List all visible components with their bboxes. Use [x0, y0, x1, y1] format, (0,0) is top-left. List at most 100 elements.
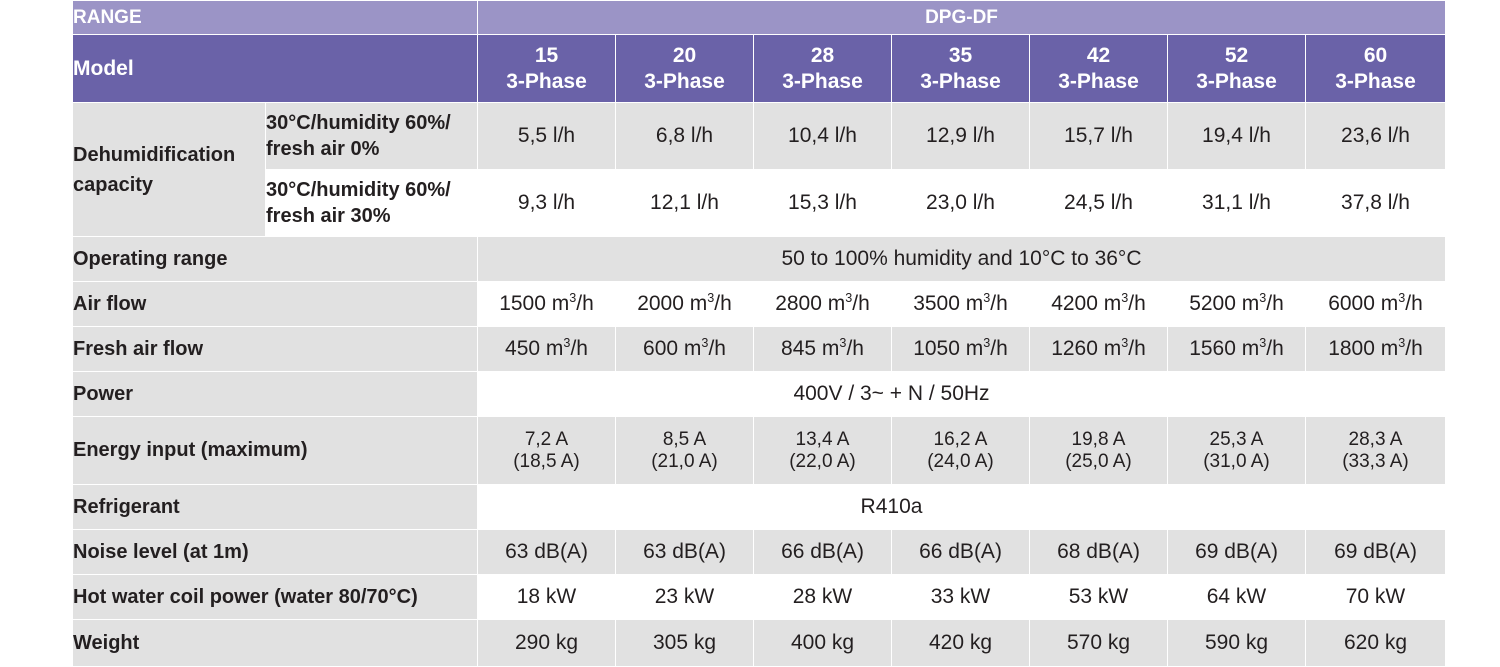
row-label: Fresh air flow: [72, 326, 478, 372]
model-col-header: 15 3-Phase: [477, 34, 616, 103]
table-cell: 450 m3/h: [477, 326, 616, 372]
model-size: 15: [534, 43, 559, 67]
table-cell: 69 dB(A): [1305, 529, 1446, 575]
condition-line-2: fresh air 30%: [266, 205, 391, 227]
table-cell: 5,5 l/h: [477, 102, 616, 170]
table-cell: 15,3 l/h: [753, 169, 892, 237]
condition-line-1: 30°C/humidity 60%/: [266, 112, 451, 134]
table-cell: 1260 m3/h: [1029, 326, 1168, 372]
table-cell: 400V / 3~ + N / 50Hz: [477, 371, 1306, 417]
energy-input-row: Energy input (maximum) 7,2 A (18,5 A) 8,5…: [72, 416, 1446, 485]
table-cell: 7,2 A (18,5 A): [477, 416, 616, 485]
row-label: Air flow: [72, 281, 478, 327]
refrigerant-row: Refrigerant R410a: [72, 484, 1446, 530]
table-cell: 845 m3/h: [753, 326, 892, 372]
table-cell: 10,4 l/h: [753, 102, 892, 170]
weight-row: Weight 290 kg 305 kg 400 kg 420 kg 570 k…: [72, 619, 1446, 667]
row-label: Operating range: [72, 236, 478, 282]
row-label: Energy input (maximum): [72, 416, 478, 485]
table-cell: 66 dB(A): [753, 529, 892, 575]
row-label: Noise level (at 1m): [72, 529, 478, 575]
condition-line-1: 30°C/humidity 60%/: [266, 179, 451, 201]
table-cell: 68 dB(A): [1029, 529, 1168, 575]
model-phase: 3-Phase: [1335, 69, 1416, 93]
table-cell: 2800 m3/h: [753, 281, 892, 327]
range-header-row: RANGE DPG-DF: [72, 0, 1446, 35]
table-cell-empty: [1305, 371, 1446, 417]
model-col-header: 28 3-Phase: [753, 34, 892, 103]
model-phase: 3-Phase: [506, 69, 587, 93]
table-cell: 33 kW: [891, 574, 1030, 620]
table-cell: 69 dB(A): [1167, 529, 1306, 575]
model-col-header: 52 3-Phase: [1167, 34, 1306, 103]
table-cell: 70 kW: [1305, 574, 1446, 620]
dehumidification-condition: 30°C/humidity 60%/ fresh air 30%: [265, 169, 478, 237]
model-phase: 3-Phase: [644, 69, 725, 93]
table-cell: R410a: [477, 484, 1306, 530]
table-cell: 31,1 l/h: [1167, 169, 1306, 237]
table-cell: 28,3 A (33,3 A): [1305, 416, 1446, 485]
table-cell: 6,8 l/h: [615, 102, 754, 170]
model-size: 35: [948, 43, 973, 67]
table-cell: 4200 m3/h: [1029, 281, 1168, 327]
model-size: 20: [672, 43, 697, 67]
model-header-row: Model 15 3-Phase 20 3-Phase 28 3-Phase 35 3-…: [72, 34, 1446, 103]
table-cell: 400 kg: [753, 619, 892, 667]
table-cell: 570 kg: [1029, 619, 1168, 667]
power-row: Power 400V / 3~ + N / 50Hz: [72, 371, 1446, 417]
range-value: DPG-DF: [477, 0, 1446, 35]
table-cell: 420 kg: [891, 619, 1030, 667]
table-cell: 23,0 l/h: [891, 169, 1030, 237]
model-size: 52: [1224, 43, 1249, 67]
model-size: 60: [1363, 43, 1388, 67]
row-label: Hot water coil power (water 80/70°C): [72, 574, 478, 620]
spec-table: RANGE DPG-DF Model 15 3-Phase 20 3-Phase 2…: [72, 0, 1446, 667]
table-cell: 1500 m3/h: [477, 281, 616, 327]
model-size: 42: [1086, 43, 1111, 67]
noise-level-row: Noise level (at 1m) 63 dB(A) 63 dB(A) 66…: [72, 529, 1446, 575]
table-cell: 13,4 A (22,0 A): [753, 416, 892, 485]
table-cell: 63 dB(A): [615, 529, 754, 575]
table-cell: 2000 m3/h: [615, 281, 754, 327]
table-cell: 5200 m3/h: [1167, 281, 1306, 327]
table-cell: 3500 m3/h: [891, 281, 1030, 327]
table-cell: 18 kW: [477, 574, 616, 620]
table-cell: 620 kg: [1305, 619, 1446, 667]
condition-line-2: fresh air 0%: [266, 138, 380, 160]
table-cell: 63 dB(A): [477, 529, 616, 575]
row-label: Refrigerant: [72, 484, 478, 530]
table-cell: 64 kW: [1167, 574, 1306, 620]
model-phase: 3-Phase: [1196, 69, 1277, 93]
table-cell: 12,9 l/h: [891, 102, 1030, 170]
table-cell: 23 kW: [615, 574, 754, 620]
hot-water-coil-row: Hot water coil power (water 80/70°C) 18 …: [72, 574, 1446, 620]
table-cell: 600 m3/h: [615, 326, 754, 372]
table-cell: 590 kg: [1167, 619, 1306, 667]
model-col-header: 42 3-Phase: [1029, 34, 1168, 103]
table-cell: 9,3 l/h: [477, 169, 616, 237]
table-cell: 24,5 l/h: [1029, 169, 1168, 237]
model-col-header: 20 3-Phase: [615, 34, 754, 103]
table-cell: 16,2 A (24,0 A): [891, 416, 1030, 485]
dehumidification-row-2: 30°C/humidity 60%/fresh air 30% 9,3 l/h …: [73, 169, 1446, 237]
table-cell: 8,5 A (21,0 A): [615, 416, 754, 485]
table-cell: 12,1 l/h: [615, 169, 754, 237]
table-cell: 28 kW: [753, 574, 892, 620]
fresh-air-flow-row: Fresh air flow 450 m3/h 600 m3/h 845 m3/…: [72, 326, 1446, 372]
table-cell: 305 kg: [615, 619, 754, 667]
range-label: RANGE: [72, 0, 478, 35]
table-cell: 50 to 100% humidity and 10°C to 36°C: [477, 236, 1446, 282]
model-phase: 3-Phase: [1058, 69, 1139, 93]
dehumidification-label: Dehumidification capacity: [72, 102, 266, 237]
table-cell: 1800 m3/h: [1305, 326, 1446, 372]
dehumidification-row-1: Dehumidification capacity 30°C/humidity …: [72, 102, 1446, 237]
table-cell: 19,4 l/h: [1167, 102, 1306, 170]
table-cell: 25,3 A (31,0 A): [1167, 416, 1306, 485]
row-label: Power: [72, 371, 478, 417]
table-cell: 66 dB(A): [891, 529, 1030, 575]
operating-range-row: Operating range 50 to 100% humidity and …: [72, 236, 1446, 282]
table-cell-empty: [1305, 484, 1446, 530]
model-phase: 3-Phase: [920, 69, 1001, 93]
table-cell: 19,8 A (25,0 A): [1029, 416, 1168, 485]
table-cell: 1050 m3/h: [891, 326, 1030, 372]
